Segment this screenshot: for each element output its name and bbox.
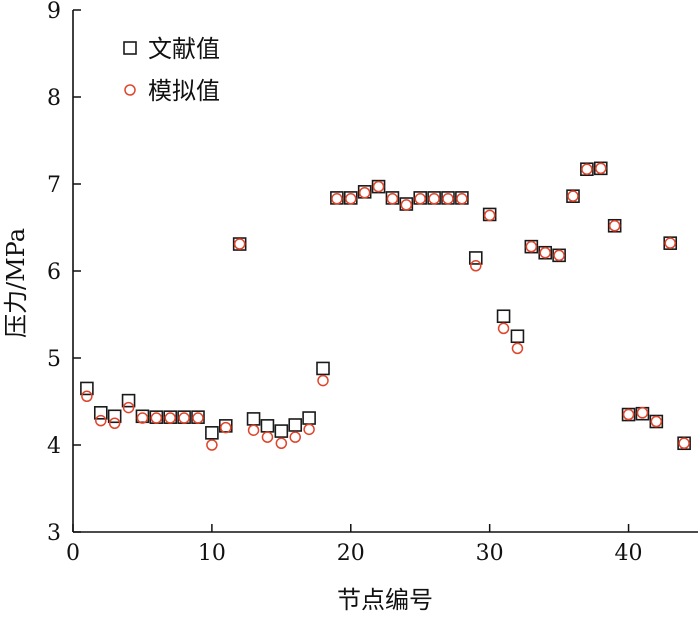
x-tick-label: 0 <box>66 541 80 566</box>
circle-marker <box>233 238 246 250</box>
circle-marker <box>608 220 621 232</box>
circle-marker <box>442 193 454 205</box>
square-marker <box>552 248 566 263</box>
square-marker <box>121 393 136 408</box>
x-tick-label: 20 <box>337 541 365 566</box>
circle-marker <box>150 412 163 424</box>
square-marker <box>566 189 580 203</box>
square-marker <box>607 218 622 233</box>
circle-marker <box>289 431 301 443</box>
square-marker <box>205 426 219 440</box>
square-marker <box>468 251 483 265</box>
square-marker <box>496 309 511 324</box>
circle-marker <box>331 193 343 205</box>
circle-marker <box>275 437 288 450</box>
circle-marker <box>95 414 107 427</box>
square-marker <box>246 412 261 426</box>
x-axis-title: 节点编号 <box>337 586 433 614</box>
square-marker <box>107 409 122 424</box>
circle-marker <box>414 193 426 205</box>
circle-marker <box>220 421 232 434</box>
square-marker <box>260 419 275 433</box>
circle-marker <box>358 186 371 199</box>
circle-marker <box>247 424 260 436</box>
legend-label: 模拟值 <box>148 77 220 105</box>
x-tick-label: 40 <box>615 541 643 566</box>
circle-marker <box>539 246 551 259</box>
square-marker <box>371 179 386 194</box>
square-marker <box>677 436 691 451</box>
circle-marker <box>345 193 357 205</box>
circle-marker <box>470 260 482 272</box>
circle-marker <box>567 190 579 202</box>
square-marker <box>593 161 608 176</box>
circle-marker <box>483 209 496 222</box>
circle-marker <box>136 412 149 424</box>
y-axis-title: 压力/MPa <box>2 228 30 338</box>
circle-marker <box>178 412 190 424</box>
square-marker <box>663 236 678 250</box>
y-tick-label: 4 <box>47 434 61 459</box>
legend-label: 文献值 <box>148 35 220 63</box>
circle-marker <box>317 374 329 387</box>
circle-marker <box>164 412 176 424</box>
square-marker <box>80 381 94 396</box>
x-tick-label: 30 <box>476 541 504 566</box>
y-tick-label: 6 <box>47 260 61 285</box>
x-tick-label: 10 <box>198 541 226 566</box>
y-tick-label: 3 <box>47 521 61 546</box>
y-tick-label: 9 <box>47 0 61 24</box>
circle-marker <box>81 390 93 403</box>
circle-marker <box>428 193 440 205</box>
circle-marker <box>192 412 204 424</box>
circle-marker <box>400 199 413 211</box>
square-marker <box>580 162 594 177</box>
square-marker <box>316 361 330 376</box>
legend-square-marker <box>123 41 137 55</box>
circle-marker <box>372 180 385 193</box>
circle-marker <box>511 342 524 355</box>
circle-marker <box>553 249 565 262</box>
square-marker <box>621 407 636 422</box>
y-tick-label: 8 <box>47 86 61 111</box>
circle-marker <box>386 193 399 205</box>
y-tick-label: 7 <box>47 173 61 198</box>
square-marker <box>232 237 247 251</box>
circle-marker <box>595 162 607 175</box>
circle-marker <box>581 163 593 175</box>
circle-marker <box>636 407 649 419</box>
circle-marker <box>261 431 274 443</box>
circle-marker <box>303 423 315 436</box>
ticks: 3 4 5 6 7 8 9 0 10 20 30 40 <box>47 0 643 566</box>
square-marker <box>649 414 664 429</box>
legend-circle-marker <box>124 84 136 96</box>
circle-marker <box>206 439 218 451</box>
square-marker <box>93 406 108 420</box>
circle-marker <box>650 415 663 428</box>
circle-marker <box>108 417 121 429</box>
circle-marker <box>622 408 635 421</box>
square-marker <box>538 245 553 260</box>
y-tick-label: 5 <box>47 347 61 372</box>
square-marker <box>524 239 539 254</box>
square-marker <box>274 424 289 438</box>
square-marker <box>510 329 525 344</box>
circle-marker <box>497 322 510 335</box>
circle-marker <box>678 437 690 450</box>
circle-marker <box>456 193 468 205</box>
circle-marker <box>525 240 538 253</box>
data-marks <box>80 161 691 451</box>
square-marker <box>302 411 316 425</box>
circle-marker <box>664 237 676 249</box>
circle-marker <box>122 401 135 414</box>
square-marker <box>288 418 303 432</box>
